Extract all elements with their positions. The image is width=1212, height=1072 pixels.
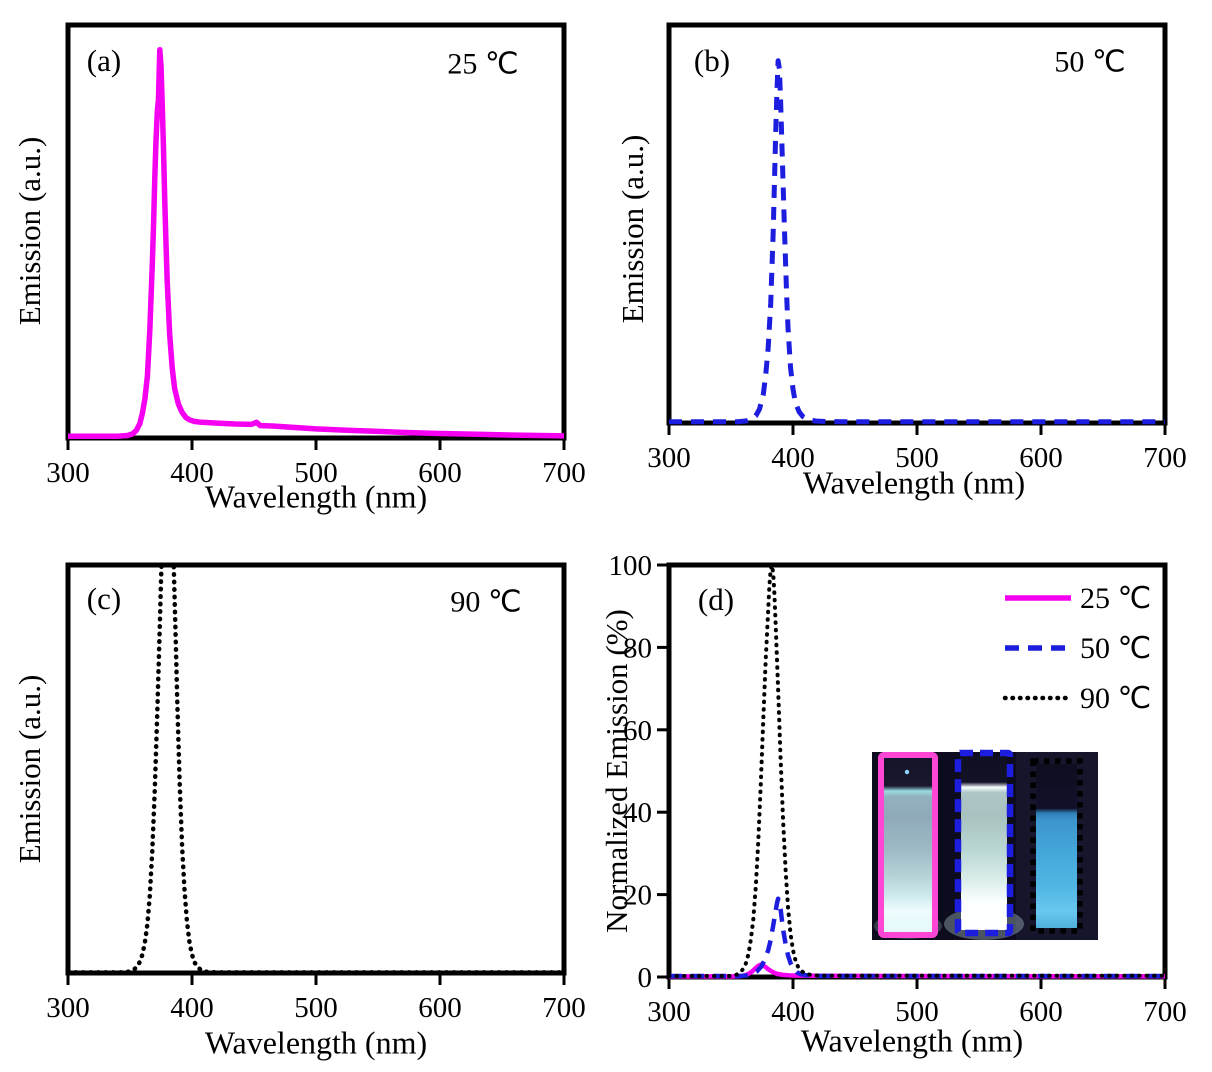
- panel-a-plot: 300 400 500 600 700: [46, 22, 586, 489]
- x-tick-label: 400: [771, 442, 815, 474]
- legend-label-0: 25 ℃: [1080, 582, 1151, 615]
- x-tick-label: 400: [170, 992, 214, 1024]
- cuvette-2-liquid: [961, 756, 1007, 930]
- x-tick-label: 700: [1143, 442, 1187, 474]
- x-tick-label: 300: [46, 457, 90, 489]
- y-tick-label: 0: [638, 962, 653, 994]
- panel-b-tag: (b): [693, 43, 731, 78]
- panel-c-plot: 300 400 500 600 700: [46, 562, 586, 1024]
- panel-d-tag: (d): [697, 582, 735, 617]
- x-tick-label: 300: [46, 992, 90, 1024]
- legend-label-2: 90 ℃: [1080, 682, 1151, 715]
- y-tick-label: 60: [623, 715, 652, 747]
- cuvette-3-liquid: [1036, 764, 1077, 928]
- series-dashed-0: [669, 58, 1165, 425]
- cuvette-1-liquid: [884, 758, 932, 932]
- x-tick-label: 300: [647, 996, 691, 1028]
- x-tick-label: 700: [542, 992, 586, 1024]
- x-tick-label: 500: [294, 992, 338, 1024]
- y-tick-label: 80: [623, 632, 652, 664]
- y-tick-label: 40: [623, 797, 652, 829]
- x-tick-label: 400: [170, 457, 214, 489]
- series-group: [65, 567, 567, 975]
- panel-a-tag: (a): [86, 43, 122, 78]
- cuvette-1-outline: [878, 752, 938, 938]
- panel-c-tag: (c): [86, 581, 122, 616]
- series-group: [68, 47, 565, 440]
- axis-frame: [65, 562, 567, 976]
- panel-b-plot: 300 400 500 600 700: [647, 22, 1187, 474]
- cuvette-1-speck: [904, 769, 910, 775]
- panel-a-y-axis-title: Emission (a.u.): [12, 136, 47, 326]
- panel-c-x-axis-title: Wavelength (nm): [204, 1024, 428, 1061]
- panel-b-y-axis-title: Emission (a.u.): [615, 134, 650, 324]
- x-tick-label: 500: [294, 457, 338, 489]
- series-solid-0: [68, 47, 565, 440]
- series-dotted-2: [667, 567, 1167, 978]
- axis-frame: [666, 22, 1168, 426]
- x-tick-label: 600: [418, 457, 462, 489]
- x-tick-label: 600: [418, 992, 462, 1024]
- y-tick-label: 20: [623, 880, 652, 912]
- legend-label-1: 50 ℃: [1080, 632, 1151, 665]
- panel-a-x-axis-title: Wavelength (nm): [204, 478, 428, 515]
- x-tick-label: 600: [1019, 996, 1063, 1028]
- legend: 25 ℃ 50 ℃ 90 ℃: [1002, 582, 1151, 715]
- panel-b-temperature-label: 50 ℃: [1054, 45, 1126, 79]
- x-tick-label: 500: [895, 996, 939, 1028]
- axis-frame: [65, 22, 567, 441]
- series-group: [667, 567, 1167, 979]
- series-dotted-0: [65, 567, 567, 975]
- x-tick-label: 700: [1143, 996, 1187, 1028]
- inset-photo: [872, 749, 1098, 940]
- x-tick-label: 600: [1019, 442, 1063, 474]
- x-tick-label: 300: [647, 442, 691, 474]
- panel-d-x-axis-title: Wavelength (nm): [800, 1022, 1024, 1059]
- panel-a-temperature-label: 25 ℃: [447, 47, 519, 81]
- x-tick-label: 400: [771, 996, 815, 1028]
- panel-c-temperature-label: 90 ℃: [450, 585, 522, 619]
- x-tick-label: 700: [542, 457, 586, 489]
- panel-c-y-axis-title: Emission (a.u.): [12, 674, 47, 864]
- cuvette-2-outline: [954, 749, 1014, 937]
- panel-d-plot: 300 400 500 600 700 0 20 40 60 80 100 25 ℃ 50 ℃ 90 ℃: [609, 550, 1187, 1028]
- series-group: [669, 58, 1165, 425]
- panel-b-x-axis-title: Wavelength (nm): [802, 464, 1026, 501]
- panel-d-y-axis-title: Normalized Emission (%): [599, 609, 634, 933]
- y-tick-label: 100: [609, 550, 653, 582]
- x-tick-label: 500: [895, 442, 939, 474]
- cuvette-3-outline: [1030, 758, 1083, 934]
